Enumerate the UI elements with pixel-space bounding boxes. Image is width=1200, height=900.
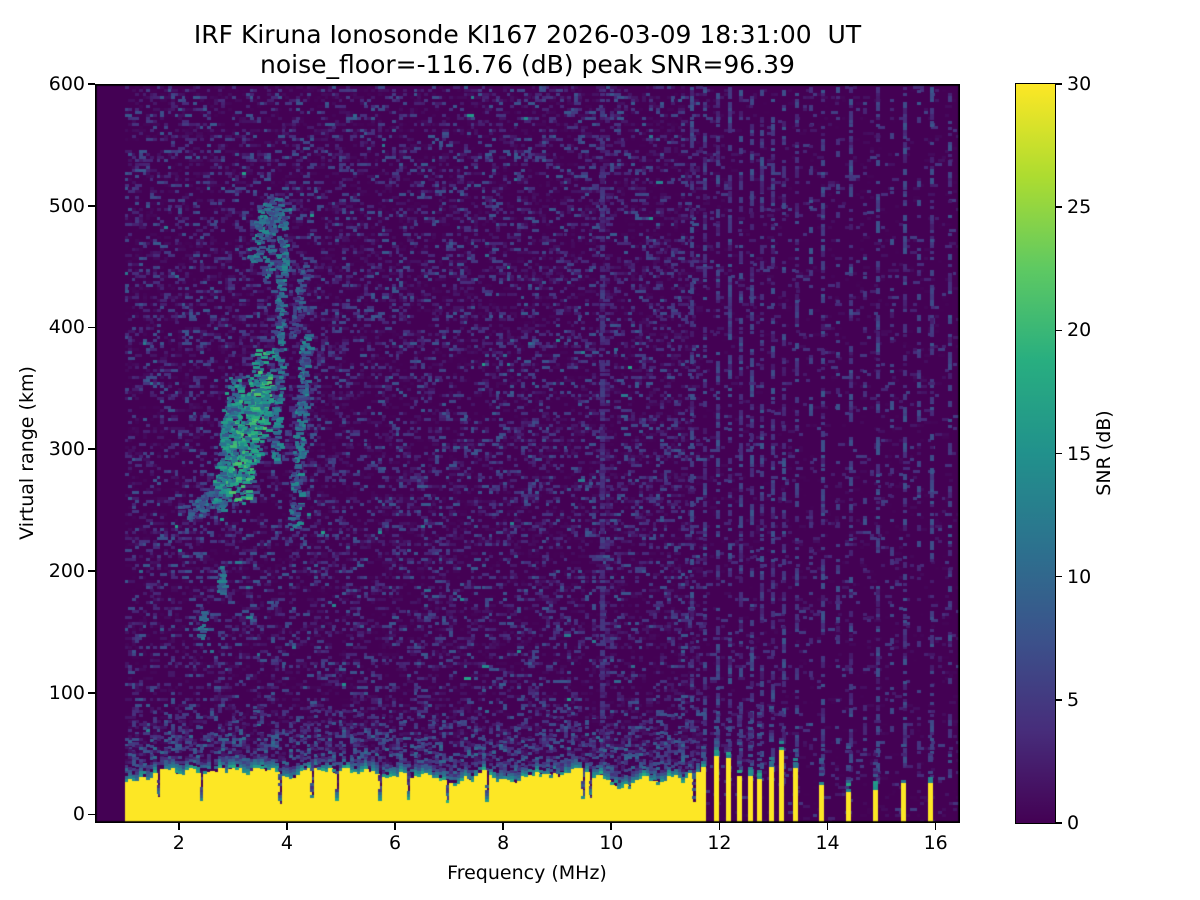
x-tick-mark xyxy=(934,823,937,830)
y-tick-mark xyxy=(88,204,95,207)
x-tick-label: 12 xyxy=(707,832,732,854)
y-tick-label: 300 xyxy=(48,438,85,461)
y-tick-label: 200 xyxy=(48,559,85,582)
y-tick-mark xyxy=(88,83,95,85)
colorbar-tick-label: 10 xyxy=(1067,565,1092,588)
colorbar-tick-mark xyxy=(1056,822,1062,824)
x-tick-mark xyxy=(177,823,180,830)
x-tick-mark xyxy=(394,823,396,830)
chart-subtitle: noise_floor=-116.76 (dB) peak SNR=96.39 xyxy=(260,50,795,79)
colorbar-tick-mark xyxy=(1056,699,1062,701)
y-tick-mark xyxy=(88,691,95,694)
x-tick-label: 2 xyxy=(172,832,185,854)
y-tick-label: 0 xyxy=(72,803,85,826)
colorbar-tick-label: 20 xyxy=(1067,319,1092,342)
y-tick-mark xyxy=(88,448,95,451)
colorbar-tick-mark xyxy=(1056,83,1062,85)
x-tick-mark xyxy=(610,823,613,830)
colorbar-tick-mark xyxy=(1056,452,1062,455)
x-tick-label: 14 xyxy=(815,832,840,854)
colorbar-tick-mark xyxy=(1056,575,1062,578)
x-tick-label: 8 xyxy=(497,832,510,854)
colorbar-tick-label: 25 xyxy=(1067,196,1092,219)
y-tick-label: 600 xyxy=(48,73,85,95)
colorbar-tick-label: 0 xyxy=(1067,812,1080,834)
y-tick-label: 400 xyxy=(48,316,85,339)
y-tick-label: 100 xyxy=(48,681,85,704)
x-tick-label: 6 xyxy=(389,832,402,854)
colorbar-tick-label: 5 xyxy=(1067,688,1080,711)
y-tick-mark xyxy=(88,326,95,329)
y-tick-mark xyxy=(88,570,95,572)
colorbar-gradient xyxy=(1016,84,1055,823)
x-tick-label: 4 xyxy=(280,832,293,854)
chart-title: IRF Kiruna Ionosonde KI167 2026-03-09 18… xyxy=(193,20,862,49)
x-tick-mark xyxy=(502,823,504,830)
colorbar-tick-mark xyxy=(1056,206,1062,208)
colorbar-tick-label: 30 xyxy=(1067,73,1092,95)
x-tick-mark xyxy=(718,823,721,830)
x-tick-mark xyxy=(286,823,288,830)
x-tick-label: 16 xyxy=(923,832,948,854)
colorbar-label: SNR (dB) xyxy=(1093,410,1115,496)
y-tick-mark xyxy=(88,813,95,816)
colorbar-tick-mark xyxy=(1056,329,1062,332)
x-tick-mark xyxy=(826,823,829,830)
x-axis-label: Frequency (MHz) xyxy=(447,862,607,884)
title-block: IRF Kiruna Ionosonde KI167 2026-03-09 18… xyxy=(95,20,960,80)
colorbar-tick-label: 15 xyxy=(1067,442,1092,465)
colorbar xyxy=(1015,83,1056,824)
y-tick-label: 500 xyxy=(48,194,85,217)
ionogram-heatmap-canvas xyxy=(95,84,960,823)
x-tick-label: 10 xyxy=(599,832,624,854)
